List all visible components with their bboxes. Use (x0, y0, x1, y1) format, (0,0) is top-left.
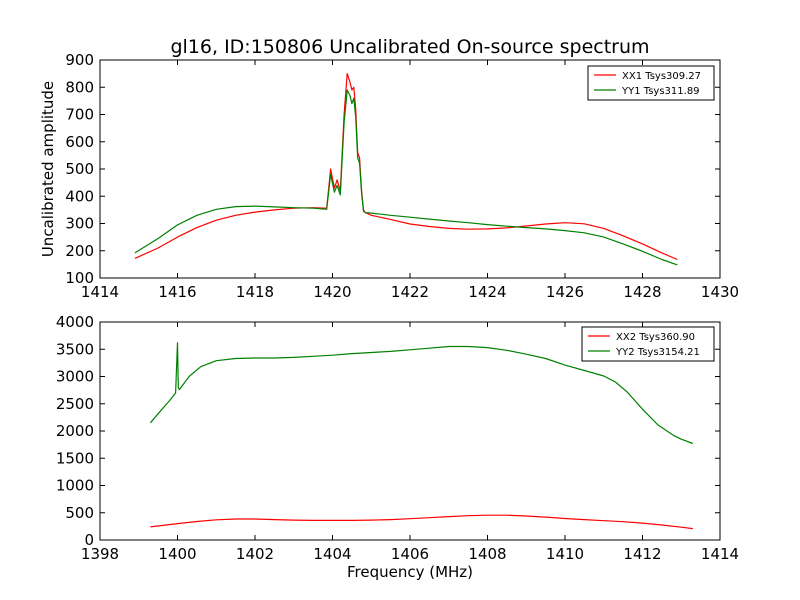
bottom-xtick-label: 1398 (81, 545, 119, 563)
top-ytick-label: 600 (65, 133, 94, 151)
bottom-ytick-label: 0 (84, 531, 94, 549)
top-panel: 1414 1416 1418 1420 1422 1424 1426 1428 1430 100 2… (39, 51, 739, 301)
bottom-series-xx2 (150, 514, 693, 530)
top-ytick-label: 900 (65, 51, 94, 69)
legend-label-yy1: YY1 Tsys311.89 (621, 86, 700, 97)
bottom-xtick-label: 1412 (623, 545, 661, 563)
bottom-ticks-layer: 1398 1400 1402 1404 1406 1408 1410 1412 1414 0 500… (56, 313, 739, 563)
top-xtick-label: 1426 (546, 283, 584, 301)
top-xtick-label: 1420 (313, 283, 351, 301)
bottom-series-layer (149, 342, 694, 530)
top-ytick-label: 400 (65, 187, 94, 205)
bottom-ytick-label: 2000 (56, 422, 94, 440)
bottom-xtick-label: 1406 (391, 545, 429, 563)
top-xtick-label: 1418 (236, 283, 274, 301)
top-ytick-label: 100 (65, 269, 94, 287)
bottom-xtick-label: 1400 (158, 545, 196, 563)
bottom-series-yy2 (149, 342, 694, 445)
chart-title: gl16, ID:150806 Uncalibrated On-source s… (170, 36, 649, 58)
top-xtick-label: 1414 (81, 283, 119, 301)
bottom-xtick-label: 1414 (701, 545, 739, 563)
top-xtick-label: 1430 (701, 283, 739, 301)
top-ytick-label: 800 (65, 78, 94, 96)
bottom-ytick-label: 500 (65, 504, 94, 522)
bottom-xlabel: Frequency (MHz) (347, 563, 473, 581)
bottom-ytick-label: 4000 (56, 313, 94, 331)
top-series-yy1 (134, 89, 678, 266)
top-series-layer (134, 72, 678, 266)
legend-label-xx1: XX1 Tsys309.27 (622, 71, 701, 82)
legend-label-xx2: XX2 Tsys360.90 (616, 332, 695, 343)
bottom-ytick-label: 3500 (56, 340, 94, 358)
bottom-xtick-label: 1408 (468, 545, 506, 563)
top-xtick-label: 1422 (391, 283, 429, 301)
bottom-panel: 1398 1400 1402 1404 1406 1408 1410 1412 1414 0 500… (56, 313, 739, 581)
top-xtick-label: 1416 (158, 283, 196, 301)
top-ticks-layer: 1414 1416 1418 1420 1422 1424 1426 1428 1430 100 2… (65, 51, 739, 301)
bottom-legend-box (581, 326, 715, 362)
bottom-legend: XX2 Tsys360.90 YY2 Tsys3154.21 (581, 326, 715, 362)
bottom-ytick-label: 2500 (56, 395, 94, 413)
bottom-xtick-label: 1402 (236, 545, 274, 563)
bottom-ytick-label: 1500 (56, 449, 94, 467)
top-xtick-label: 1424 (468, 283, 506, 301)
bottom-ytick-label: 3000 (56, 368, 94, 386)
top-ylabel: Uncalibrated amplitude (39, 81, 57, 257)
bottom-xtick-label: 1410 (546, 545, 584, 563)
top-ytick-label: 500 (65, 160, 94, 178)
top-xtick-label: 1428 (623, 283, 661, 301)
bottom-xtick-label: 1404 (313, 545, 351, 563)
legend-label-yy2: YY2 Tsys3154.21 (615, 347, 700, 358)
top-legend: XX1 Tsys309.27 YY1 Tsys311.89 (587, 65, 715, 101)
top-ytick-label: 700 (65, 106, 94, 124)
top-ytick-label: 200 (65, 242, 94, 260)
top-legend-box (587, 65, 715, 101)
top-ytick-label: 300 (65, 215, 94, 233)
bottom-ytick-label: 1000 (56, 477, 94, 495)
